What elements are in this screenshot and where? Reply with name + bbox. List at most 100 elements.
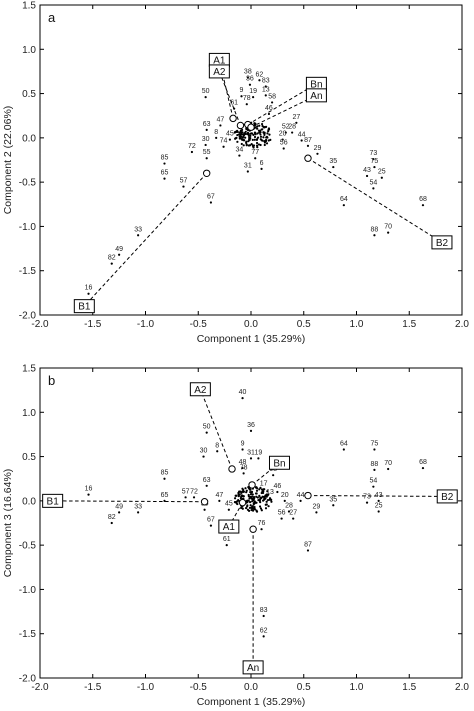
data-point-label: 75 [371,440,379,447]
cluster-point [237,495,240,498]
centroid-label: A2 [194,385,207,396]
data-point: 9 [240,87,244,98]
data-point-marker [316,152,319,155]
cluster-point [257,129,261,132]
cluster-point [250,508,253,512]
cluster-point [259,501,262,504]
data-point-label: 48 [239,459,247,466]
cluster-point [263,496,266,499]
data-point-label: 58 [268,93,276,100]
cluster-point [248,136,251,139]
cluster-point [261,499,265,502]
cluster-point [236,140,239,143]
cluster-point [249,495,252,499]
cluster-point [244,506,248,510]
data-point-label: 73 [369,150,377,157]
data-point: 34 [235,147,243,157]
data-point-label: 31 [247,449,255,456]
cluster-point [246,501,249,504]
data-point: 8 [215,442,219,453]
data-point-marker [283,499,286,502]
data-point-label: 67 [207,194,215,201]
cluster-point [244,132,247,136]
data-point: 76 [258,520,266,531]
cluster-point [260,488,264,491]
data-point-label: 45 [225,501,233,508]
cluster-point [253,138,256,141]
cluster-point [248,144,252,147]
centroid-b1: B1 [42,493,209,508]
cluster-point [265,125,268,128]
centroid-label: Bn [273,458,285,469]
cluster-point [262,126,265,129]
data-point-marker [260,167,263,170]
data-point: 47 [217,116,224,127]
data-point-marker [262,488,265,491]
cluster-point [259,143,262,147]
data-point-marker [118,511,121,514]
data-point: 25 [375,502,383,513]
data-point: 35 [329,158,337,169]
data-point-marker [242,472,245,475]
data-point-marker [87,493,90,496]
centroid-label: An [247,663,259,674]
data-point-label: 88 [371,226,379,233]
panel-a: -2.0 -1.5 -1.0 -0.5 0.0 0.5 1.0 1.5 2.0 -2.0 -1.5 -… [2,1,469,346]
data-point-marker [264,85,267,88]
data-point: 13 [266,489,274,500]
centroid-connector [83,172,208,307]
panel-letter: a [48,10,56,25]
centroid-label-box [42,493,64,508]
data-point: 27 [289,510,297,520]
data-point-label: 83 [262,77,270,84]
data-point-label: 75 [371,158,379,165]
centroid-label: B2 [436,238,449,249]
data-point: 30 [200,448,208,458]
data-point-label: 9 [240,87,244,94]
centroid-label-box [208,64,230,79]
cluster-point [249,132,252,135]
data-point-label: 76 [258,520,266,527]
y-axis-title: Component 2 (22.06%) [2,106,14,215]
data-point: 88 [371,226,379,237]
data-point: 82 [108,255,116,265]
x-tick-label: 1.5 [402,319,416,330]
x-tick-label: -1.0 [137,682,155,693]
data-point: 47 [215,492,223,502]
data-point-label: 82 [108,514,116,521]
data-point-label: 63 [203,477,211,484]
data-point: 49 [115,246,123,256]
data-point-marker [184,496,187,499]
data-point-label: 57 [180,178,188,185]
centroid-label-box [189,382,211,397]
cluster-point [247,134,251,138]
central-point-cluster [233,485,273,513]
panel-letter: b [48,373,55,388]
data-point-marker [205,431,208,434]
cluster-point [255,144,259,147]
cluster-point [259,133,262,136]
data-point: 44 [298,132,306,142]
data-point: 52 [282,124,290,134]
data-point: 9 [241,440,245,451]
data-point-label: 43 [375,492,383,499]
centroid-b1: B1 [73,169,211,314]
cluster-point [253,508,257,511]
data-point: 27 [292,114,300,124]
centroid-marker [249,525,257,533]
data-point-marker [182,185,185,188]
cluster-point [238,137,241,140]
data-point-label: 30 [200,448,208,455]
data-point-label: 49 [115,503,123,510]
cluster-point [235,130,238,133]
data-point-marker [260,528,263,531]
data-point-marker [372,158,375,161]
centroid-a1: A1 [218,498,247,534]
cluster-point [250,143,253,146]
y-tick-label: -2.0 [19,311,37,322]
data-point-label: 68 [419,459,427,466]
data-point-label: 73 [363,494,371,501]
centroid-an: An [247,88,327,131]
data-point-marker [163,177,166,180]
